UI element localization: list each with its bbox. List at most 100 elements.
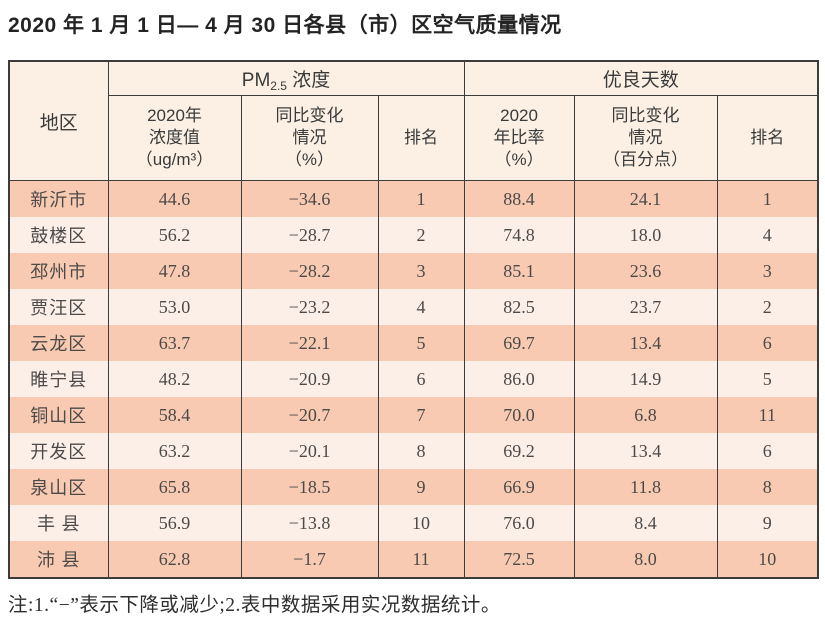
table-row: 开发区 63.2 −20.1 8 69.2 13.4 6 bbox=[8, 433, 819, 469]
good-rank-cell: 11 bbox=[716, 397, 819, 433]
good-change-cell: 23.7 bbox=[573, 289, 718, 325]
table-row: 贾汪区 53.0 −23.2 4 82.5 23.7 2 bbox=[8, 289, 819, 325]
good-change-cell: 8.4 bbox=[573, 505, 718, 541]
pm-value-cell: 47.8 bbox=[107, 253, 242, 289]
region-cell: 泉山区 bbox=[8, 469, 109, 505]
pm-change-cell: −28.2 bbox=[240, 253, 379, 289]
pm25-label-suffix: 浓度 bbox=[286, 69, 331, 91]
good-change-cell: 13.4 bbox=[573, 325, 718, 361]
header-pm-rank: 排名 bbox=[377, 95, 465, 181]
good-change-cell: 23.6 bbox=[573, 253, 718, 289]
header-group-good-days: 优良天数 bbox=[463, 61, 819, 96]
pm-value-cell: 62.8 bbox=[107, 541, 242, 578]
pm-value-cell: 63.7 bbox=[107, 325, 242, 361]
pm-change-cell: −23.2 bbox=[240, 289, 379, 325]
pm25-label-prefix: PM bbox=[241, 69, 271, 91]
header-region: 地区 bbox=[8, 61, 109, 181]
pm-change-cell: −20.1 bbox=[240, 433, 379, 469]
table-row: 睢宁县 48.2 −20.9 6 86.0 14.9 5 bbox=[8, 361, 819, 397]
pm-value-cell: 63.2 bbox=[107, 433, 242, 469]
header-pm-value: 2020年 浓度值 （ug/m³） bbox=[107, 95, 242, 181]
pm-change-cell: −13.8 bbox=[240, 505, 379, 541]
pm-rank-cell: 3 bbox=[377, 253, 465, 289]
pm-value-cell: 56.9 bbox=[107, 505, 242, 541]
header-group-pm25: PM2.5 浓度 bbox=[107, 61, 465, 96]
region-cell: 贾汪区 bbox=[8, 289, 109, 325]
pm-change-cell: −34.6 bbox=[240, 180, 379, 217]
footnote: 注:1.“−”表示下降或减少;2.表中数据采用实况数据统计。 bbox=[8, 595, 501, 616]
good-ratio-cell: 85.1 bbox=[463, 253, 575, 289]
good-ratio-cell: 82.5 bbox=[463, 289, 575, 325]
pm-rank-cell: 8 bbox=[377, 433, 465, 469]
good-rank-cell: 8 bbox=[716, 469, 819, 505]
pm-rank-cell: 1 bbox=[377, 180, 465, 217]
region-cell: 沛 县 bbox=[8, 541, 109, 578]
good-change-cell: 14.9 bbox=[573, 361, 718, 397]
good-ratio-cell: 86.0 bbox=[463, 361, 575, 397]
pm-change-cell: −1.7 bbox=[240, 541, 379, 578]
region-cell: 睢宁县 bbox=[8, 361, 109, 397]
good-ratio-cell: 76.0 bbox=[463, 505, 575, 541]
region-cell: 新沂市 bbox=[8, 180, 109, 217]
good-change-cell: 18.0 bbox=[573, 217, 718, 253]
good-ratio-cell: 69.7 bbox=[463, 325, 575, 361]
good-rank-cell: 3 bbox=[716, 253, 819, 289]
pm-change-cell: −22.1 bbox=[240, 325, 379, 361]
header-good-rank: 排名 bbox=[716, 95, 819, 181]
table-row: 沛 县 62.8 −1.7 11 72.5 8.0 10 bbox=[8, 541, 819, 578]
region-cell: 鼓楼区 bbox=[8, 217, 109, 253]
page-title: 2020 年 1 月 1 日— 4 月 30 日各县（市）区空气质量情况 bbox=[8, 14, 562, 37]
good-ratio-cell: 74.8 bbox=[463, 217, 575, 253]
pm-change-cell: −20.7 bbox=[240, 397, 379, 433]
table-row: 新沂市 44.6 −34.6 1 88.4 24.1 1 bbox=[8, 180, 819, 217]
good-rank-cell: 2 bbox=[716, 289, 819, 325]
table-row: 丰 县 56.9 −13.8 10 76.0 8.4 9 bbox=[8, 505, 819, 541]
pm-change-cell: −28.7 bbox=[240, 217, 379, 253]
region-cell: 铜山区 bbox=[8, 397, 109, 433]
good-rank-cell: 10 bbox=[716, 541, 819, 578]
table-row: 铜山区 58.4 −20.7 7 70.0 6.8 11 bbox=[8, 397, 819, 433]
header-group-row: 地区 PM2.5 浓度 优良天数 bbox=[8, 61, 819, 181]
pm-change-cell: −18.5 bbox=[240, 469, 379, 505]
good-change-cell: 6.8 bbox=[573, 397, 718, 433]
header-columns-row: 2020年 浓度值 （ug/m³） 同比变化 情况 （%） 排名 2020 年比… bbox=[9, 95, 819, 181]
air-quality-table: 地区 PM2.5 浓度 优良天数 2020年 浓度值 （ug/m³） 同比变化 … bbox=[8, 60, 820, 579]
pm-rank-cell: 10 bbox=[377, 505, 465, 541]
region-cell: 云龙区 bbox=[8, 325, 109, 361]
pm-value-cell: 53.0 bbox=[107, 289, 242, 325]
good-rank-cell: 1 bbox=[716, 180, 819, 217]
table-row: 邳州市 47.8 −28.2 3 85.1 23.6 3 bbox=[8, 253, 819, 289]
pm25-label-subscript: 2.5 bbox=[270, 78, 287, 93]
good-change-cell: 8.0 bbox=[573, 541, 718, 578]
pm-value-cell: 58.4 bbox=[107, 397, 242, 433]
pm-rank-cell: 11 bbox=[377, 541, 465, 578]
header-good-ratio: 2020 年比率 （%） bbox=[463, 95, 575, 181]
table-header: 地区 PM2.5 浓度 优良天数 2020年 浓度值 （ug/m³） 同比变化 … bbox=[8, 61, 819, 181]
good-rank-cell: 5 bbox=[716, 361, 819, 397]
pm-rank-cell: 4 bbox=[377, 289, 465, 325]
pm-rank-cell: 5 bbox=[377, 325, 465, 361]
good-rank-cell: 4 bbox=[716, 217, 819, 253]
pm-rank-cell: 7 bbox=[377, 397, 465, 433]
good-rank-cell: 6 bbox=[716, 433, 819, 469]
good-ratio-cell: 66.9 bbox=[463, 469, 575, 505]
pm-value-cell: 48.2 bbox=[107, 361, 242, 397]
pm-change-cell: −20.9 bbox=[240, 361, 379, 397]
good-ratio-cell: 70.0 bbox=[463, 397, 575, 433]
pm-value-cell: 65.8 bbox=[107, 469, 242, 505]
pm-rank-cell: 9 bbox=[377, 469, 465, 505]
region-cell: 丰 县 bbox=[8, 505, 109, 541]
good-rank-cell: 6 bbox=[716, 325, 819, 361]
good-rank-cell: 9 bbox=[716, 505, 819, 541]
table-row: 泉山区 65.8 −18.5 9 66.9 11.8 8 bbox=[8, 469, 819, 505]
good-ratio-cell: 72.5 bbox=[463, 541, 575, 578]
header-pm-change: 同比变化 情况 （%） bbox=[240, 95, 379, 181]
pm-value-cell: 44.6 bbox=[107, 180, 242, 217]
good-change-cell: 11.8 bbox=[573, 469, 718, 505]
table-row: 云龙区 63.7 −22.1 5 69.7 13.4 6 bbox=[8, 325, 819, 361]
good-ratio-cell: 88.4 bbox=[463, 180, 575, 217]
header-good-change: 同比变化 情况 （百分点） bbox=[573, 95, 718, 181]
table-row: 鼓楼区 56.2 −28.7 2 74.8 18.0 4 bbox=[8, 217, 819, 253]
good-change-cell: 13.4 bbox=[573, 433, 718, 469]
good-change-cell: 24.1 bbox=[573, 180, 718, 217]
